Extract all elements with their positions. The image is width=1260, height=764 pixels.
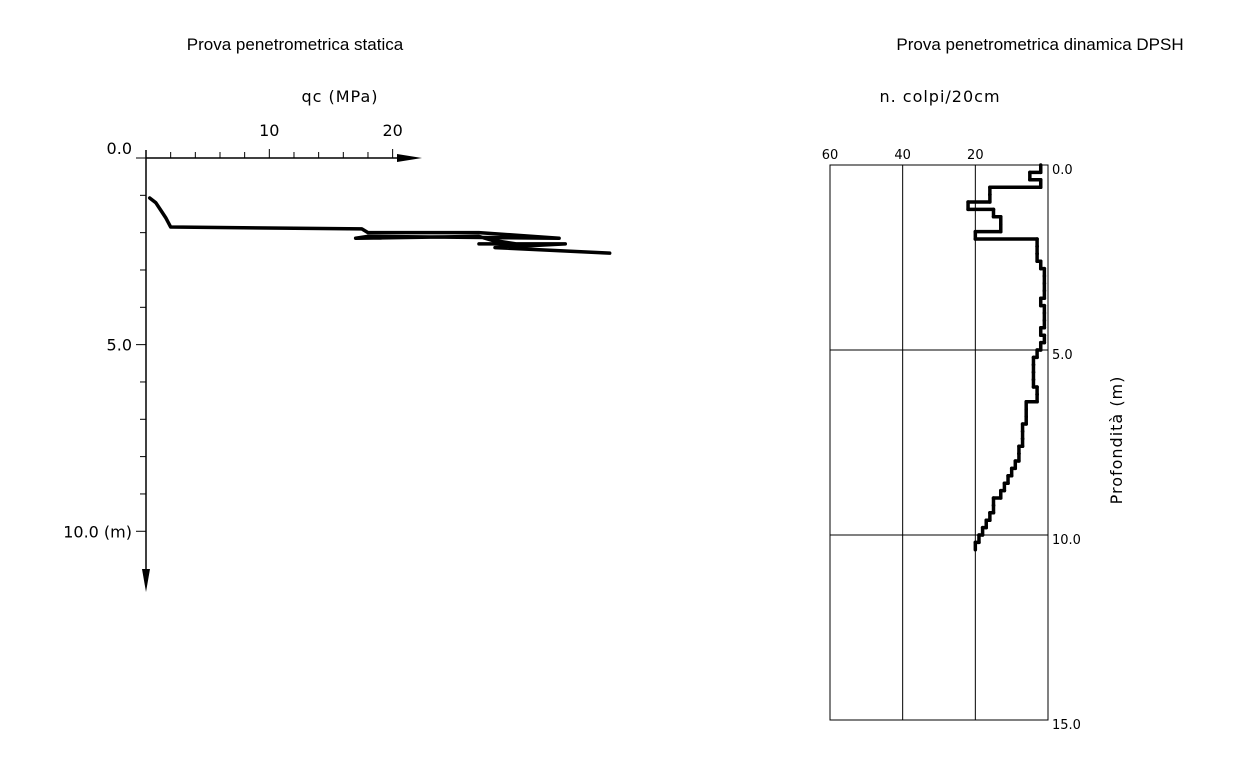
chart-title: Prova penetrometrica dinamica DPSH [896,35,1183,54]
chart-title: Prova penetrometrica statica [187,35,404,54]
y-tick-label: 15.0 [1052,718,1081,733]
y-tick-label: 5.0 [107,336,132,355]
y-tick-label: 10.0 (m) [63,522,132,541]
y-tick-label: 5.0 [1052,348,1073,363]
x-axis-label: n. colpi/20cm [879,87,1000,106]
y-tick-label: 10.0 [1052,533,1081,548]
x-tick-label: 10 [259,121,279,140]
x-axis-arrow [397,154,422,162]
data-line [147,196,612,255]
y-tick-label: 0.0 [1052,163,1073,178]
y-axis-arrow [142,569,150,592]
plot-frame [829,164,1049,721]
x-axis-label: qc (MPa) [301,87,378,106]
x-tick-label: 60 [822,148,839,163]
y-tick-label: 0.0 [107,139,132,158]
x-tick-label: 20 [382,121,402,140]
y-axis-label: Profondità (m) [1107,376,1126,505]
x-tick-label: 40 [894,148,911,163]
x-tick-label: 20 [967,148,984,163]
